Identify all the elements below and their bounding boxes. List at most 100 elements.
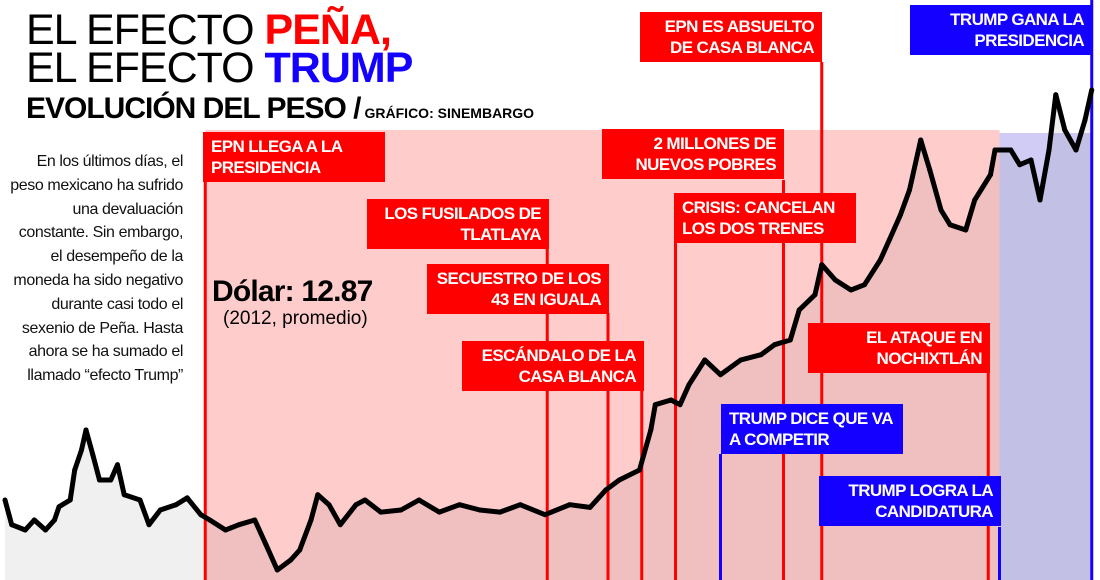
data-point [886, 237, 892, 243]
data-point [9, 522, 15, 528]
data-point [108, 477, 114, 483]
area-under-line [5, 90, 1092, 580]
data-point [988, 172, 993, 178]
data-point [648, 427, 654, 433]
title-pena: PEÑA, [264, 6, 392, 54]
data-point [1046, 147, 1052, 153]
data-point [616, 477, 622, 483]
data-point [637, 467, 642, 473]
data-point [297, 547, 303, 553]
data-point [517, 502, 523, 508]
data-point [918, 137, 924, 143]
data-point [173, 502, 179, 508]
data-point [398, 507, 404, 513]
data-point [326, 502, 332, 508]
data-point [938, 207, 944, 213]
data-point [56, 504, 62, 510]
data-point [738, 357, 744, 363]
event-label-trenes: CRISIS: CANCELAN LOS DOS TRENES [674, 193, 856, 243]
data-point [963, 227, 969, 233]
data-point [702, 357, 708, 363]
data-point [146, 522, 152, 528]
data-point [1062, 127, 1068, 133]
data-point [288, 557, 294, 563]
data-point [1008, 147, 1014, 153]
data-point [157, 507, 163, 513]
data-point [1073, 147, 1079, 153]
title-line-1: EL EFECTO PEÑA, [26, 9, 392, 52]
data-point [1089, 87, 1095, 93]
data-point [1082, 117, 1088, 123]
title-line-2: EL EFECTO TRUMP [26, 47, 413, 90]
data-point [198, 512, 204, 518]
data-point [97, 477, 102, 483]
data-point [184, 495, 190, 501]
data-point [1017, 162, 1023, 168]
data-point [115, 462, 120, 468]
data-point [1053, 92, 1059, 98]
data-point [668, 397, 674, 403]
data-point [603, 487, 609, 493]
data-point [308, 517, 314, 523]
data-point [947, 222, 953, 228]
dolar-note: (2012, promedio) [223, 308, 368, 329]
title-prefix: EL EFECTO [26, 44, 265, 92]
data-point [362, 497, 368, 503]
data-point [43, 527, 48, 533]
event-label-trump-compite: TRUMP DICE QUE VA A COMPETIR [721, 404, 903, 454]
data-point [436, 509, 442, 515]
data-point [542, 512, 548, 518]
data-point [1028, 157, 1034, 163]
data-point [832, 277, 838, 283]
title-trump: TRUMP [264, 44, 414, 92]
data-point [223, 527, 228, 533]
data-point [677, 402, 683, 408]
data-point [848, 287, 854, 293]
data-point [898, 212, 903, 218]
event-label-iguala: SECUESTRO DE LOS 43 EN IGUALA [427, 264, 609, 314]
data-point [79, 447, 84, 453]
data-point [353, 502, 359, 508]
data-point [207, 517, 213, 523]
data-point [652, 402, 658, 408]
data-point [787, 337, 793, 343]
data-point [796, 307, 802, 313]
data-point [121, 492, 127, 498]
subtitle-text: EVOLUCIÓN DEL PESO / [26, 92, 362, 125]
data-point [378, 509, 384, 515]
data-point [497, 509, 503, 515]
data-point [274, 567, 280, 573]
data-point [31, 517, 37, 523]
data-point [772, 342, 777, 348]
data-point [1037, 197, 1043, 203]
data-point [567, 502, 573, 508]
event-label-nuevos-pobres: 2 MILLONES DE NUEVOS POBRES [602, 129, 784, 179]
credit: GRÁFICO: SINEMBARGO [364, 105, 535, 121]
data-point [877, 257, 883, 263]
data-point [812, 292, 818, 298]
data-point [52, 517, 57, 523]
data-point [2, 497, 8, 503]
event-label-candidatura: TRUMP LOGRA LA CANDIDATURA [819, 476, 1001, 526]
data-point [992, 147, 998, 153]
event-label-trump-gana: TRUMP GANA LA PRESIDENCIA [910, 5, 1092, 55]
data-point [457, 502, 462, 508]
data-point [236, 522, 242, 528]
data-point [686, 382, 692, 388]
dolar-value: Dólar: 12.87 [212, 275, 373, 308]
data-point [83, 427, 89, 433]
data-point [477, 507, 483, 513]
data-point [862, 282, 867, 288]
data-point [252, 517, 258, 523]
description: En los últimos días, el peso mexicano ha… [10, 153, 183, 385]
data-point [416, 497, 422, 503]
event-label-epn-presidencia: EPN LLEGA A LA PRESIDENCIA [203, 132, 385, 182]
subtitle: EVOLUCIÓN DEL PESO / GRÁFICO: SINEMBARGO [26, 92, 534, 126]
data-point [67, 497, 73, 503]
data-point [819, 262, 825, 268]
data-point [337, 522, 343, 528]
data-point [90, 452, 96, 458]
data-point [972, 197, 978, 203]
data-point [718, 372, 723, 378]
